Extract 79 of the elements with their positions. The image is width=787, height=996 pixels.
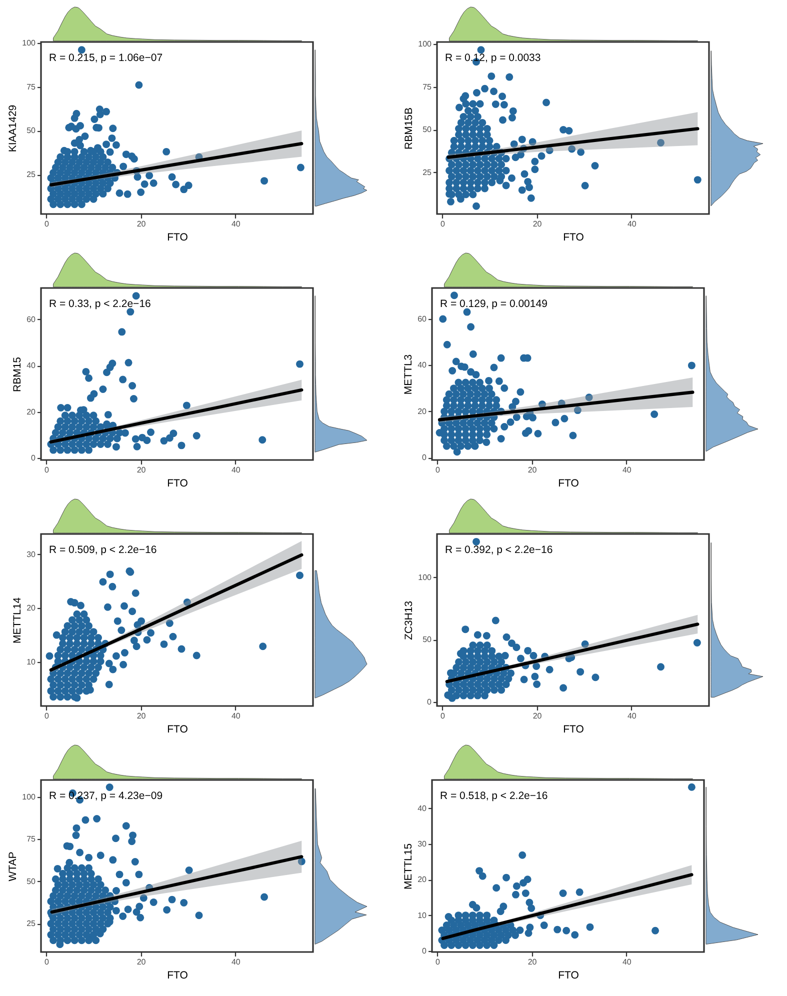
y-tick-label: 0 [422, 453, 428, 462]
annotation: R = 0.215, p = 1.06e−07 [49, 52, 163, 64]
x-tick-label: 20 [532, 712, 542, 720]
y-axis-title: RBM15B [403, 107, 416, 150]
annotation: R = 0.392, p < 2.2e−16 [445, 544, 553, 556]
y-tick-label: 75 [26, 82, 36, 92]
y-tick-label: 0 [422, 946, 428, 956]
x-tick-label: 0 [440, 220, 446, 228]
y-tick-label: 50 [26, 126, 36, 136]
x-tick-label: 40 [627, 712, 637, 720]
y-axis-title: RBM15 [12, 356, 24, 392]
y-axis-title: ZC3H13 [403, 600, 416, 640]
y-tick-label: 20 [418, 875, 428, 884]
y-tick-label: 50 [26, 876, 36, 886]
y-tick-label: 75 [422, 82, 432, 92]
x-axis-title: FTO [167, 478, 188, 490]
x-tick-label: 20 [528, 466, 538, 474]
x-tick-label: 40 [622, 958, 632, 966]
x-axis-title: FTO [167, 232, 188, 244]
y-tick-label: 10 [26, 657, 36, 666]
y-tick-label: 20 [418, 406, 428, 416]
x-tick-label: 20 [136, 958, 146, 966]
y-tick-label: 30 [26, 550, 36, 559]
x-axis-title: FTO [563, 232, 584, 244]
y-tick-label: 0 [427, 697, 432, 706]
y-tick-label: 100 [418, 40, 432, 49]
x-tick-label: 40 [231, 958, 241, 966]
x-tick-label: 20 [136, 466, 146, 474]
x-tick-label: 0 [44, 712, 50, 720]
y-tick-label: 10 [418, 910, 428, 920]
annotation: R = 0.12, p = 0.0033 [445, 52, 541, 64]
y-tick-label: 0 [31, 454, 36, 463]
x-tick-label: 20 [528, 958, 538, 966]
y-tick-label: 20 [26, 407, 36, 416]
line-series [438, 390, 694, 422]
x-tick-label: 0 [435, 958, 440, 966]
x-tick-label: 0 [44, 220, 50, 228]
y-tick-label: 50 [422, 635, 432, 644]
y-tick-label: 25 [26, 919, 36, 928]
x-tick-label: 0 [44, 958, 50, 966]
y-tick-label: 30 [418, 840, 428, 849]
x-tick-label: 40 [231, 466, 241, 474]
x-tick-label: 20 [136, 220, 146, 228]
y-tick-label: 20 [26, 604, 36, 613]
x-tick-label: 40 [627, 220, 637, 228]
y-axis-title: METTL3 [402, 354, 415, 395]
x-axis-title: FTO [167, 970, 188, 982]
x-axis-title: FTO [167, 724, 188, 736]
x-axis-title: FTO [558, 478, 579, 490]
y-tick-label: 60 [418, 314, 428, 324]
y-tick-label: 25 [422, 168, 432, 177]
x-tick-label: 0 [44, 466, 50, 474]
y-tick-label: 60 [26, 314, 36, 324]
x-tick-label: 40 [231, 220, 241, 228]
y-tick-label: 50 [422, 125, 432, 134]
y-tick-label: 100 [22, 38, 36, 48]
x-tick-label: 40 [622, 466, 632, 474]
y-tick-label: 75 [26, 834, 36, 844]
x-axis-title: FTO [563, 724, 584, 736]
y-tick-label: 40 [418, 360, 428, 370]
y-tick-label: 100 [418, 572, 432, 582]
x-tick-label: 0 [440, 712, 446, 720]
annotation: R = 0.518, p < 2.2e−16 [440, 790, 548, 802]
annotation: R = 0.129, p = 0.00149 [440, 298, 548, 310]
x-axis-title: FTO [558, 970, 579, 982]
y-tick-label: 25 [26, 170, 36, 180]
y-tick-label: 100 [22, 792, 36, 802]
x-tick-label: 20 [136, 712, 146, 720]
x-tick-label: 0 [435, 466, 440, 474]
annotation: R = 0.33, p < 2.2e−16 [49, 298, 152, 310]
annotation: R = 0.509, p < 2.2e−16 [49, 544, 157, 556]
y-axis-title: METTL15 [402, 843, 415, 890]
x-tick-label: 40 [231, 712, 241, 720]
y-axis-title: WTAP [7, 852, 20, 882]
y-tick-label: 40 [418, 804, 428, 813]
y-tick-label: 40 [26, 361, 36, 370]
y-axis-title: METTL14 [12, 597, 24, 644]
x-tick-label: 20 [532, 220, 542, 228]
y-axis-title: KIAA1429 [7, 104, 20, 152]
